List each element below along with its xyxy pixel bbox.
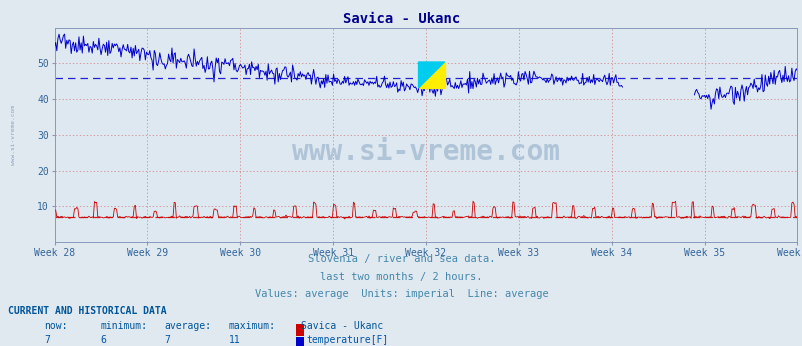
- Text: CURRENT AND HISTORICAL DATA: CURRENT AND HISTORICAL DATA: [8, 306, 167, 316]
- Text: www.si-vreme.com: www.si-vreme.com: [11, 105, 16, 165]
- Text: last two months / 2 hours.: last two months / 2 hours.: [320, 272, 482, 282]
- Text: minimum:: minimum:: [100, 321, 148, 331]
- Text: Savica - Ukanc: Savica - Ukanc: [342, 12, 460, 26]
- Text: Values: average  Units: imperial  Line: average: Values: average Units: imperial Line: av…: [254, 289, 548, 299]
- Polygon shape: [418, 62, 444, 88]
- Text: 6: 6: [100, 335, 106, 345]
- Text: maximum:: maximum:: [229, 321, 276, 331]
- Text: 7: 7: [164, 335, 170, 345]
- Text: Slovenia / river and sea data.: Slovenia / river and sea data.: [307, 254, 495, 264]
- Text: 11: 11: [229, 335, 241, 345]
- Text: temperature[F]: temperature[F]: [306, 335, 388, 345]
- Text: 7: 7: [44, 335, 50, 345]
- Text: now:: now:: [44, 321, 67, 331]
- Text: www.si-vreme.com: www.si-vreme.com: [292, 138, 559, 166]
- Text: average:: average:: [164, 321, 212, 331]
- Polygon shape: [418, 62, 444, 88]
- Text: Savica - Ukanc: Savica - Ukanc: [301, 321, 383, 331]
